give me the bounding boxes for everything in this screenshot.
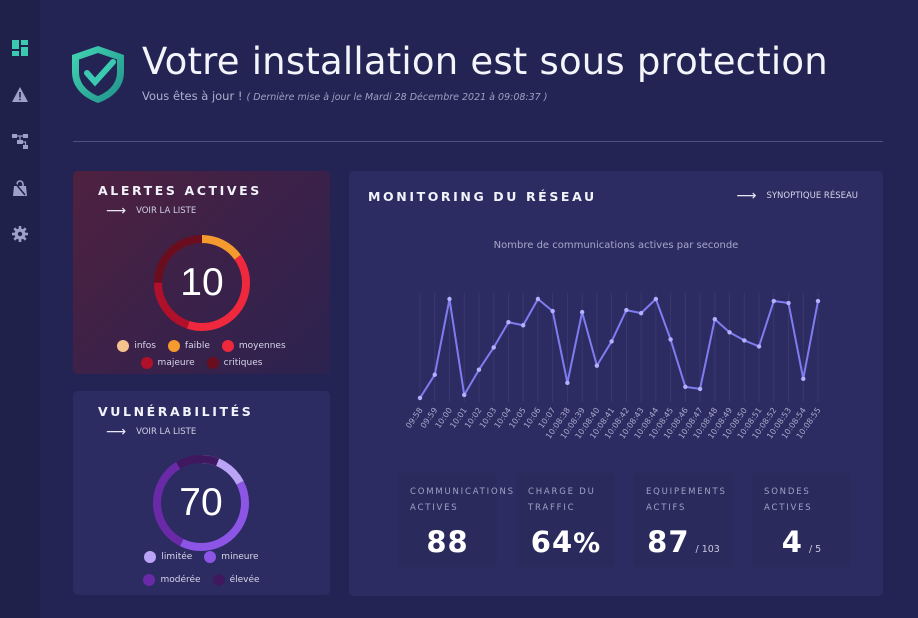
data-point bbox=[594, 363, 600, 368]
stat-value: 64 bbox=[530, 525, 574, 559]
header-divider bbox=[73, 141, 883, 142]
data-point bbox=[565, 380, 570, 386]
data-point bbox=[624, 307, 629, 313]
update-status: Vous êtes à jour !( Dernière mise à jour… bbox=[142, 89, 547, 103]
stat-communications: COMMUNICATIONS ACTIVES 88 bbox=[398, 473, 513, 567]
data-point bbox=[815, 298, 821, 304]
data-point bbox=[476, 367, 482, 372]
arrow-right-icon: ⟶ bbox=[106, 424, 127, 440]
alerts-list-link[interactable]: ⟶ VOIR LA LISTE bbox=[106, 203, 197, 219]
legend-item-mineure: mineure bbox=[204, 551, 259, 563]
alerts-link-label: VOIR LA LISTE bbox=[136, 206, 197, 216]
data-point bbox=[683, 384, 688, 390]
data-point bbox=[520, 323, 526, 328]
legend-item-limitee: limitée bbox=[144, 551, 192, 563]
network-synoptic-link[interactable]: ⟶ SYNOPTIQUE RÉSEAU bbox=[736, 188, 858, 204]
stat-label: SONDES ACTIVES bbox=[764, 487, 813, 513]
vulnerabilities-title: VULNÉRABILITÉS bbox=[98, 404, 254, 419]
vulnerabilities-count: 70 bbox=[179, 481, 223, 524]
arrow-right-icon: ⟶ bbox=[736, 188, 757, 204]
data-point bbox=[668, 337, 673, 342]
status-text: Vous êtes à jour ! bbox=[142, 89, 243, 103]
stat-value: 87 bbox=[647, 525, 690, 559]
chart-title: Nombre de communications actives par sec… bbox=[493, 240, 739, 251]
shield-check-icon bbox=[72, 46, 124, 103]
stat-label: EQUIPEMENTS ACTIFS bbox=[646, 487, 727, 513]
data-point bbox=[432, 372, 437, 377]
lock-bag-icon[interactable] bbox=[9, 177, 31, 199]
vulnerabilities-legend: limitée mineure modérée élevée bbox=[73, 551, 330, 591]
data-point bbox=[742, 338, 747, 343]
data-point bbox=[447, 296, 452, 302]
stat-value: 4 bbox=[781, 525, 803, 559]
arrow-right-icon: ⟶ bbox=[106, 203, 127, 219]
alerts-count: 10 bbox=[180, 261, 224, 304]
stat-label: COMMUNICATIONS ACTIVES bbox=[410, 487, 515, 513]
network-icon[interactable] bbox=[9, 130, 31, 152]
legend-item-majeure: majeure bbox=[140, 357, 195, 369]
data-point bbox=[727, 330, 732, 335]
data-point bbox=[771, 298, 776, 304]
data-point bbox=[491, 345, 496, 350]
last-update-text: ( Dernière mise à jour le Mardi 28 Décem… bbox=[246, 92, 548, 103]
stat-traffic: CHARGE DU TRAFFIC 64% bbox=[516, 473, 615, 567]
network-title: MONITORING DU RÉSEAU bbox=[368, 189, 597, 204]
stat-probes: SONDES ACTIVES 4 / 5 bbox=[752, 473, 851, 567]
data-point bbox=[786, 300, 791, 306]
series-line bbox=[419, 298, 819, 399]
vulnerabilities-link-label: VOIR LA LISTE bbox=[136, 427, 197, 437]
alerts-title: ALERTES ACTIVES bbox=[98, 183, 262, 198]
data-point bbox=[638, 310, 644, 316]
data-point bbox=[417, 395, 423, 401]
stat-unit: % bbox=[573, 528, 601, 559]
vulnerabilities-list-link[interactable]: ⟶ VOIR LA LISTE bbox=[106, 424, 197, 440]
network-link-label: SYNOPTIQUE RÉSEAU bbox=[766, 191, 858, 201]
legend-item-faible: faible bbox=[167, 340, 210, 352]
stat-total: / 103 bbox=[695, 544, 720, 555]
page-title: Votre installation est sous protection bbox=[142, 40, 828, 83]
data-point bbox=[801, 376, 806, 381]
alerts-donut: 10 bbox=[152, 233, 252, 333]
stat-equipments: EQUIPEMENTS ACTIFS 87 / 103 bbox=[634, 473, 733, 567]
stat-value: 88 bbox=[426, 525, 469, 559]
legend-item-infos: infos bbox=[117, 340, 156, 352]
warning-icon[interactable] bbox=[9, 84, 31, 106]
legend-item-moderee: modérée bbox=[143, 574, 201, 586]
data-point bbox=[712, 317, 718, 322]
sidebar bbox=[0, 0, 40, 618]
data-point bbox=[697, 386, 703, 392]
communications-line-chart: 09:5809:5910:0010:0110:0210:0310:0410:05… bbox=[404, 293, 823, 441]
gear-icon[interactable] bbox=[9, 223, 31, 245]
legend-item-critiques: critiques bbox=[206, 357, 262, 369]
vulnerabilities-card: VULNÉRABILITÉS ⟶ VOIR LA LISTE 70 limité… bbox=[73, 391, 330, 595]
alerts-legend: infos faible moyennes majeure critiques bbox=[73, 340, 330, 374]
vulnerabilities-donut: 70 bbox=[151, 453, 251, 553]
legend-item-elevee: élevée bbox=[212, 574, 260, 586]
data-point bbox=[653, 296, 659, 302]
data-point bbox=[609, 339, 614, 344]
data-point bbox=[579, 309, 585, 315]
data-point bbox=[550, 308, 555, 314]
page-header: Votre installation est sous protection V… bbox=[70, 40, 890, 110]
stat-total: / 5 bbox=[808, 544, 822, 555]
data-point bbox=[506, 320, 511, 325]
stat-label: CHARGE DU TRAFFIC bbox=[528, 487, 596, 513]
network-monitoring-card: MONITORING DU RÉSEAU ⟶ SYNOPTIQUE RÉSEAU… bbox=[349, 171, 883, 596]
data-point bbox=[462, 392, 467, 398]
data-point bbox=[756, 344, 762, 349]
dashboard-icon[interactable] bbox=[9, 37, 31, 59]
alerts-card: ALERTES ACTIVES ⟶ VOIR LA LISTE 10 infos… bbox=[73, 171, 330, 374]
data-point bbox=[535, 296, 541, 302]
legend-item-moyennes: moyennes bbox=[221, 340, 286, 352]
